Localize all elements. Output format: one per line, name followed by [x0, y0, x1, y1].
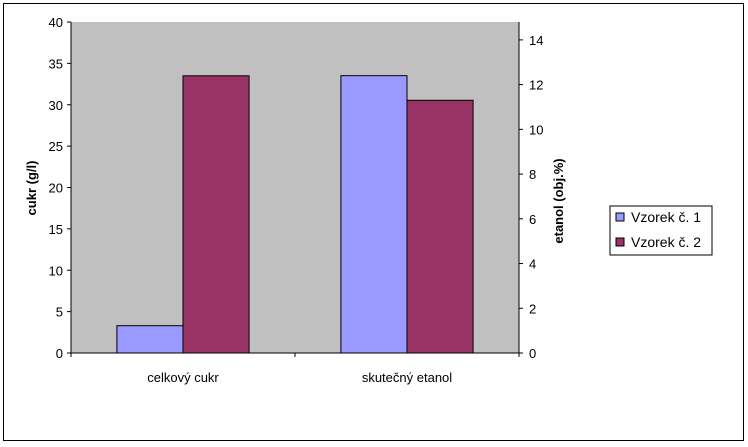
- legend-swatch-series-2: [615, 237, 625, 247]
- bar-2-1: [182, 75, 250, 354]
- category-label: skutečný etanol: [362, 370, 452, 385]
- bar-1-2: [340, 75, 408, 354]
- left-axis-ticks: 0 5 10 15 20 25 30 35 40: [49, 15, 71, 361]
- right-tick-label: 6: [529, 212, 536, 227]
- bar-2-2: [406, 99, 474, 354]
- category-labels: celkový cukr skutečný etanol: [70, 353, 520, 385]
- left-tick-label: 15: [49, 222, 63, 237]
- right-tick-label: 0: [529, 346, 536, 361]
- legend-swatch-series-1: [615, 212, 625, 222]
- right-tick-label: 14: [529, 33, 543, 48]
- left-tick-label: 30: [49, 98, 63, 113]
- legend-label-series-2: Vzorek č. 2: [631, 234, 701, 250]
- legend-box: [609, 205, 713, 256]
- category-label: celkový cukr: [147, 370, 219, 385]
- left-tick-label: 25: [49, 139, 63, 154]
- y-axis-title-left: cukr (g/l): [24, 161, 39, 216]
- legend-label-series-1: Vzorek č. 1: [631, 209, 701, 225]
- left-tick-label: 5: [56, 305, 63, 320]
- left-tick-label: 40: [49, 15, 63, 30]
- right-tick-label: 4: [529, 257, 536, 272]
- left-tick-label: 10: [49, 263, 63, 278]
- left-tick-label: 0: [56, 346, 63, 361]
- legend: Vzorek č. 1 Vzorek č. 2: [609, 205, 713, 256]
- right-axis-ticks: 0 2 4 6 8 10 12 14: [519, 33, 543, 361]
- left-tick-label: 35: [49, 56, 63, 71]
- right-tick-label: 8: [529, 167, 536, 182]
- right-tick-label: 10: [529, 122, 543, 137]
- bar-1-1: [116, 325, 184, 354]
- right-tick-label: 12: [529, 78, 543, 93]
- right-tick-label: 2: [529, 301, 536, 316]
- y-axis-title-right: etanol (obj.%): [551, 158, 566, 243]
- left-tick-label: 20: [49, 181, 63, 196]
- bars-group: [116, 75, 474, 354]
